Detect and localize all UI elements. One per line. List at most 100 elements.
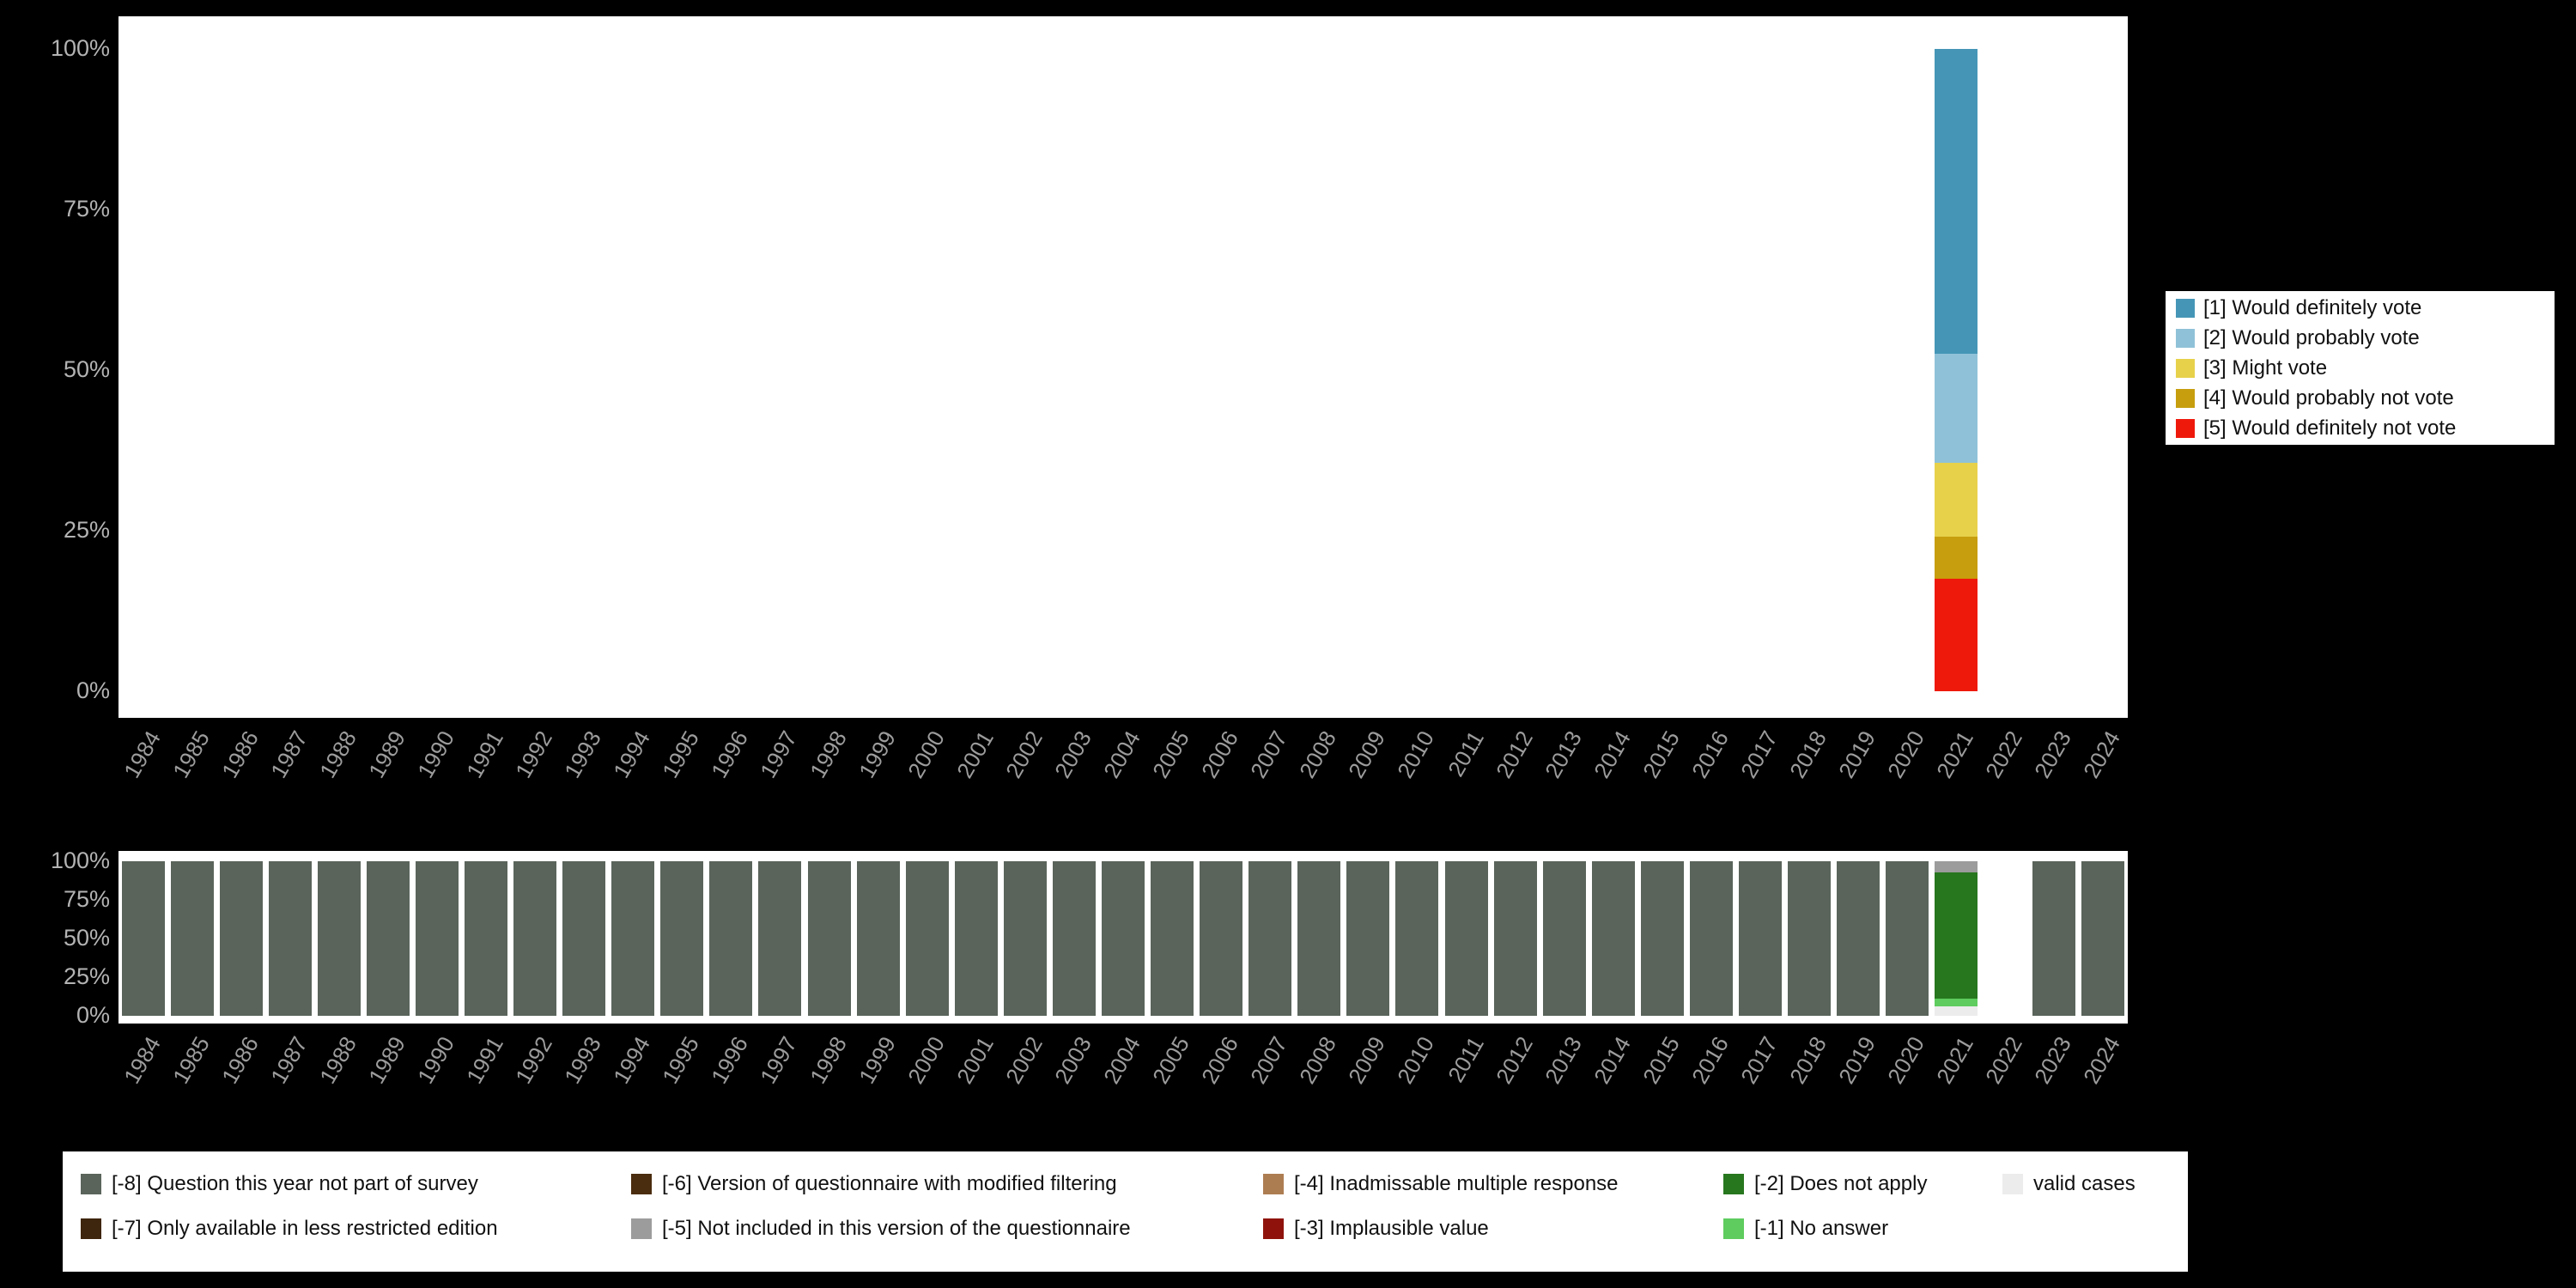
bar-segment-bottom-1987 [268, 861, 312, 1016]
bar-segment-bottom-2011 [1444, 861, 1488, 1016]
bar-segment-bottom-2018 [1788, 861, 1832, 1016]
legend-label: [-1] No answer [1754, 1217, 1889, 1240]
legend-label: [-5] Not included in this version of the… [662, 1217, 1131, 1240]
legend-swatch [1723, 1218, 1744, 1239]
legend-label: [2] Would probably vote [2203, 325, 2420, 349]
bar-segment-bottom-2006 [1200, 861, 1243, 1016]
bar-segment-bottom-2005 [1151, 861, 1194, 1016]
bar-segment-bottom-1991 [465, 861, 508, 1016]
response-categories-legend: [1] Would definitely vote [2] Would proba… [2164, 289, 2556, 447]
bar-segment-bottom-2010 [1395, 861, 1439, 1016]
bar-segment-bottom-2021 [1935, 861, 1978, 872]
bar-segment-top-2021 [1935, 537, 1978, 580]
legend-item: [4] Would probably not vote [2176, 386, 2544, 410]
bar-segment-bottom-1999 [856, 861, 900, 1016]
bar-segment-bottom-1998 [807, 861, 851, 1016]
y-tick-label-top: 75% [63, 196, 110, 222]
y-tick-label-top: 25% [63, 517, 110, 543]
bar-segment-bottom-1993 [562, 861, 606, 1016]
bar-segment-bottom-2014 [1591, 861, 1635, 1016]
legend-swatch [2176, 418, 2195, 438]
legend-item: [2] Would probably vote [2176, 326, 2544, 350]
bar-segment-bottom-2017 [1738, 861, 1782, 1016]
legend-swatch [81, 1218, 101, 1239]
legend-label: [5] Would definitely not vote [2203, 416, 2457, 440]
bar-segment-bottom-2024 [2081, 861, 2125, 1016]
legend-label: [-7] Only available in less restricted e… [112, 1217, 498, 1240]
bar-segment-top-2021 [1935, 354, 1978, 464]
legend-item: [5] Would definitely not vote [2176, 416, 2544, 440]
bar-segment-top-2021 [1935, 579, 1978, 691]
bar-segment-bottom-2016 [1689, 861, 1733, 1016]
bar-segment-bottom-1988 [317, 861, 361, 1016]
bottom-chart-plot-area [118, 851, 2128, 1024]
legend-item: [-8] Question this year not part of surv… [81, 1172, 631, 1196]
bar-segment-bottom-2021 [1935, 1006, 1978, 1016]
bar-segment-bottom-2021 [1935, 872, 1978, 999]
legend-swatch [2002, 1174, 2023, 1194]
y-tick-label-bottom: 0% [76, 1002, 110, 1028]
legend-label: [4] Would probably not vote [2203, 386, 2454, 410]
bar-segment-bottom-1989 [366, 861, 410, 1016]
y-tick-label-top: 50% [63, 356, 110, 382]
y-tick-label-bottom: 25% [63, 963, 110, 989]
bar-segment-bottom-2023 [2032, 861, 2076, 1016]
legend-swatch [631, 1174, 652, 1194]
y-tick-label-top: 100% [50, 35, 110, 61]
legend-item: [1] Would definitely vote [2176, 296, 2544, 320]
bar-segment-bottom-2000 [905, 861, 949, 1016]
bar-segment-bottom-1997 [758, 861, 802, 1016]
bar-segment-bottom-2021 [1935, 999, 1978, 1007]
legend-item: [-2] Does not apply [1723, 1172, 2002, 1196]
bar-segment-bottom-1984 [121, 861, 165, 1016]
bar-segment-bottom-1990 [415, 861, 459, 1016]
legend-item: [-4] Inadmissable multiple response [1263, 1172, 1723, 1196]
bar-segment-bottom-2020 [1886, 861, 1929, 1016]
legend-item: [3] Might vote [2176, 356, 2544, 380]
bar-segment-bottom-1994 [611, 861, 655, 1016]
legend-item: [-5] Not included in this version of the… [631, 1217, 1263, 1241]
bar-segment-bottom-2013 [1542, 861, 1586, 1016]
legend-label: [-3] Implausible value [1294, 1217, 1489, 1240]
bar-segment-bottom-2001 [954, 861, 998, 1016]
bar-segment-bottom-1986 [219, 861, 263, 1016]
top-chart-plot-area [118, 16, 2128, 718]
legend-item: [-3] Implausible value [1263, 1217, 1723, 1241]
bar-segment-bottom-2019 [1837, 861, 1880, 1016]
legend-label: [-6] Version of questionnaire with modif… [662, 1172, 1117, 1195]
bar-segment-bottom-2007 [1249, 861, 1292, 1016]
bar-segment-bottom-2004 [1102, 861, 1145, 1016]
legend-item: valid cases [2002, 1172, 2188, 1196]
bar-segment-bottom-2003 [1052, 861, 1096, 1016]
legend-item: [-6] Version of questionnaire with modif… [631, 1172, 1263, 1196]
y-tick-label-bottom: 50% [63, 925, 110, 951]
legend-swatch [631, 1218, 652, 1239]
legend-label: [-4] Inadmissable multiple response [1294, 1172, 1619, 1195]
legend-label: [-2] Does not apply [1754, 1172, 1928, 1195]
y-tick-label-bottom: 75% [63, 886, 110, 912]
bar-segment-bottom-1992 [513, 861, 557, 1016]
legend-label: valid cases [2033, 1172, 2136, 1195]
legend-swatch [1263, 1218, 1284, 1239]
bar-segment-bottom-1996 [709, 861, 753, 1016]
missing-values-legend: [-8] Question this year not part of surv… [61, 1150, 2190, 1273]
legend-swatch [2176, 328, 2195, 348]
legend-item: [-1] No answer [1723, 1217, 2002, 1241]
bar-segment-bottom-2002 [1003, 861, 1047, 1016]
y-tick-label-top: 0% [76, 677, 110, 703]
bar-segment-top-2021 [1935, 49, 1978, 355]
bar-segment-bottom-2015 [1640, 861, 1684, 1016]
bar-segment-bottom-2009 [1346, 861, 1390, 1016]
legend-swatch [2176, 298, 2195, 318]
bar-segment-top-2021 [1935, 463, 1978, 538]
legend-label: [1] Would definitely vote [2203, 295, 2422, 319]
legend-swatch [2176, 358, 2195, 378]
legend-label: [3] Might vote [2203, 355, 2328, 380]
legend-swatch [1723, 1174, 1744, 1194]
legend-label: [-8] Question this year not part of surv… [112, 1172, 478, 1195]
bar-segment-bottom-1995 [660, 861, 704, 1016]
legend-swatch [81, 1174, 101, 1194]
legend-item: [-7] Only available in less restricted e… [81, 1217, 631, 1241]
y-tick-label-bottom: 100% [50, 848, 110, 873]
